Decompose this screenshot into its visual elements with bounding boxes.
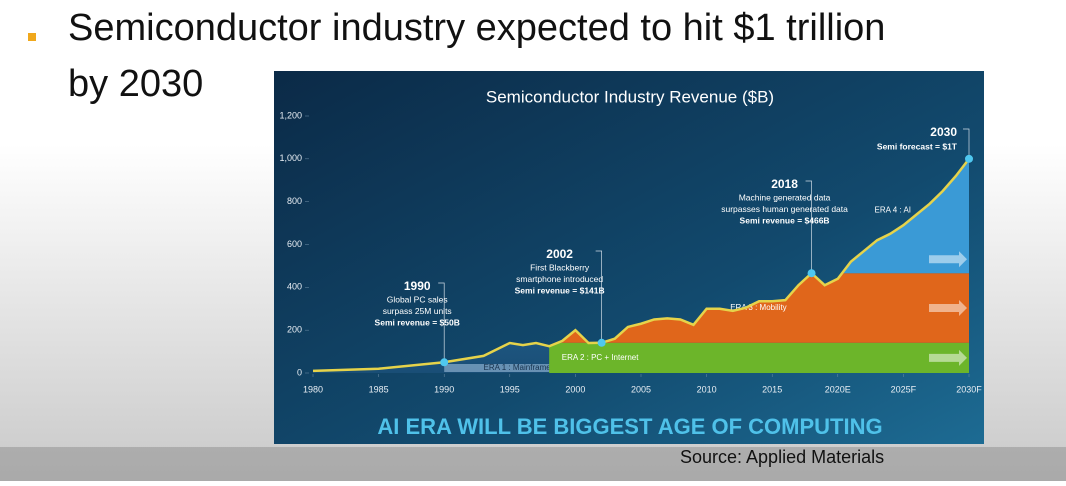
leader-line [805, 180, 812, 274]
annotation-text: surpasses human generated data [721, 204, 848, 214]
x-tick-label: 2005 [631, 384, 651, 394]
era-label: ERA 2 : PC + Internet [562, 353, 639, 362]
era-band [444, 364, 576, 372]
leader-line [438, 282, 445, 363]
bullet [28, 33, 36, 41]
era-arrow [929, 300, 967, 317]
era-label: ERA 4 : AI [875, 205, 911, 214]
annotation-year: 2002 [546, 247, 573, 261]
slide-title: Semiconductor industry expected to hit $… [68, 7, 885, 49]
banner: AI ERA WILL BE BIGGEST AGE OF COMPUTING [377, 414, 882, 439]
era-band [549, 342, 969, 373]
y-tick-label: 1,000 [279, 153, 302, 163]
annotation-text: First Blackberry [530, 262, 590, 272]
annotation-note: Semi revenue = $141B [515, 285, 605, 295]
chart-title: Semiconductor Industry Revenue ($B) [486, 87, 774, 106]
annotation-point [597, 338, 606, 347]
annotation-note: Semi revenue = $466B [740, 215, 830, 225]
y-tick-label: 400 [287, 282, 302, 292]
x-tick-label: 2010 [697, 384, 717, 394]
annotation-year: 2018 [771, 177, 798, 191]
y-tick-label: 800 [287, 196, 302, 206]
player-bar [0, 447, 1066, 481]
x-tick-label: 1995 [500, 384, 520, 394]
leader-line [963, 128, 970, 159]
line [312, 158, 970, 373]
x-tick-label: 2025F [891, 384, 917, 394]
annotation-point [440, 358, 449, 367]
slide-title: by 2030 [68, 63, 203, 105]
x-tick-label: 1980 [303, 384, 323, 394]
annotation-text: surpass 25M units [383, 306, 452, 316]
x-tick-label: 2030F [956, 384, 982, 394]
y-tick-label: 1,200 [279, 110, 302, 120]
era-arrow [929, 251, 967, 268]
era-label: ERA 1 : Mainframe [484, 363, 552, 372]
y-tick-label: 200 [287, 325, 302, 335]
x-tick-label: 2020E [825, 384, 851, 394]
x-tick-label: 1990 [434, 384, 454, 394]
annotation-year: 2030 [930, 125, 957, 139]
x-tick-label: 1985 [369, 384, 389, 394]
annotation-text: Machine generated data [739, 192, 831, 202]
annotation-note: Semi forecast = $1T [877, 141, 958, 151]
era-arrow [929, 349, 967, 366]
annotation-point [965, 154, 973, 163]
source: Source: Applied Materials [680, 447, 884, 467]
annotation-text: smartphone introduced [516, 274, 603, 284]
y-tick-label: 600 [287, 239, 302, 249]
era-label: ERA 3 : Mobility [730, 303, 786, 312]
annotation-point [807, 269, 816, 278]
leader-line [595, 250, 602, 343]
y-tick-label: 0 [297, 367, 302, 377]
x-tick-label: 2015 [762, 384, 782, 394]
annotation-text: Global PC sales [387, 294, 448, 304]
annotation-year: 1990 [404, 279, 431, 293]
x-tick-label: 2000 [565, 384, 585, 394]
annotation-note: Semi revenue = $50B [375, 317, 460, 327]
